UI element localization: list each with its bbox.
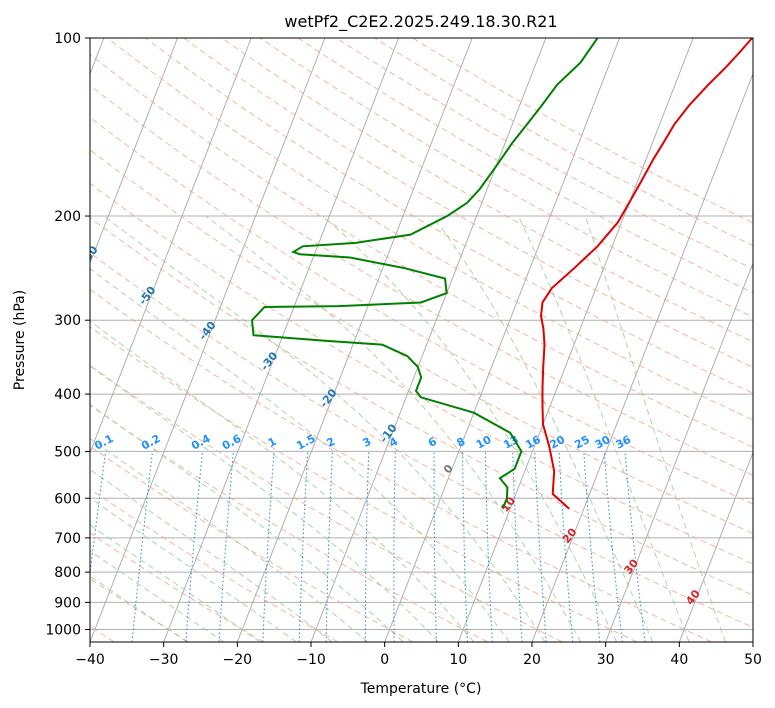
dry-adiabat-line: [90, 53, 753, 448]
x-tick-label: −20: [223, 652, 253, 668]
mixing-ratio-label: 20: [548, 433, 568, 452]
moist-adiabat-line: [432, 215, 654, 642]
x-tick-label: −40: [75, 652, 105, 668]
moist-adiabat-line: [103, 215, 546, 642]
mixing-ratio-line: [90, 451, 107, 578]
dry-adiabat-line: [221, 38, 753, 343]
y-tick-label: 200: [54, 209, 81, 225]
isotherm-line: [678, 451, 753, 642]
x-tick-label: 40: [670, 652, 688, 668]
dry-adiabat-line: [374, 38, 753, 247]
isotherm-line: [531, 72, 753, 642]
x-tick-label: 10: [449, 652, 467, 668]
y-tick-label: 100: [54, 31, 81, 47]
moist-adiabat-line: [90, 437, 369, 642]
y-tick-label: 400: [54, 387, 81, 403]
x-axis: −40 −30 −20 −10 0 10 20 30 40 50: [75, 642, 762, 668]
moist-adiabat-line: [90, 268, 510, 642]
dry-adiabat-line: [90, 84, 753, 476]
dewpoint-profile-line: [250, 38, 599, 510]
dry-adiabat-line: [90, 288, 712, 642]
dry-adiabat-label: -60: [78, 243, 101, 267]
mixing-ratio-label: 10: [474, 433, 494, 452]
dry-adiabat-line: [107, 38, 753, 421]
moist-adiabat-line: [90, 365, 439, 642]
x-tick-label: 20: [523, 652, 541, 668]
moist-adiabat-line: [90, 524, 261, 642]
y-tick-label: 1000: [45, 622, 81, 638]
moist-adiabat-line: [517, 215, 690, 642]
y-tick-label: 700: [54, 531, 81, 547]
y-tick-label: 300: [54, 313, 81, 329]
isotherm-line: [236, 38, 473, 642]
mixing-ratio-label: 16: [523, 433, 543, 452]
x-tick-label: −10: [296, 652, 326, 668]
mixing-ratio-line: [624, 451, 646, 642]
moist-adiabat-line: [90, 497, 297, 642]
dry-adiabat-line: [183, 38, 753, 368]
moist-adiabat-line: [90, 403, 404, 642]
y-tick-label: 500: [54, 444, 81, 460]
y-axis: 100 200 300 400 500 600 700 800 900 1000: [45, 31, 90, 638]
moist-adiabat-line: [584, 215, 727, 642]
mixing-ratio-label: 30: [593, 433, 613, 452]
y-tick-label: 900: [54, 595, 81, 611]
dry-adiabat-line: [90, 149, 753, 535]
dry-adiabat-line: [412, 38, 753, 224]
isotherm-line: [605, 261, 753, 642]
dry-adiabat-line: [145, 38, 753, 394]
x-tick-label: −30: [149, 652, 179, 668]
chart-title: wetPf2_C2E2.2025.249.18.30.R21: [284, 12, 557, 32]
moist-adiabat-line: [205, 215, 582, 642]
moist-adiabat-line: [90, 468, 333, 642]
dry-adiabat-line: [336, 38, 753, 270]
dry-adiabat-line: [90, 116, 753, 505]
plot-frame: [89, 37, 754, 643]
isotherm-line: [163, 38, 399, 642]
plot-area: 0.10.20.40.611.52346810131620253036-100-…: [78, 38, 753, 642]
dry-adiabat-line: [298, 38, 753, 294]
mixing-ratio-label: 36: [614, 433, 634, 452]
y-tick-label: 600: [54, 491, 81, 507]
dry-adiabat-line: [90, 326, 638, 642]
x-axis-label: Temperature (°C): [360, 681, 482, 697]
isotherm-line: [90, 38, 252, 454]
x-tick-label: 30: [597, 652, 615, 668]
dry-adiabat-line: [90, 217, 753, 596]
x-tick-label: 0: [380, 652, 389, 668]
isotherm-line: [457, 38, 694, 642]
moist-adiabat-line: [322, 215, 618, 642]
isotherm-line: [384, 38, 620, 642]
isotherm-line: [90, 38, 178, 265]
x-tick-label: 50: [744, 652, 762, 668]
isotherm-line: [90, 38, 326, 642]
y-axis-label: Pressure (hPa): [12, 290, 28, 390]
y-tick-label: 800: [54, 565, 81, 581]
temperature-profile-line: [539, 38, 753, 510]
mixing-ratio-label: 25: [572, 433, 592, 452]
mixing-ratio-label: 13: [501, 433, 521, 452]
